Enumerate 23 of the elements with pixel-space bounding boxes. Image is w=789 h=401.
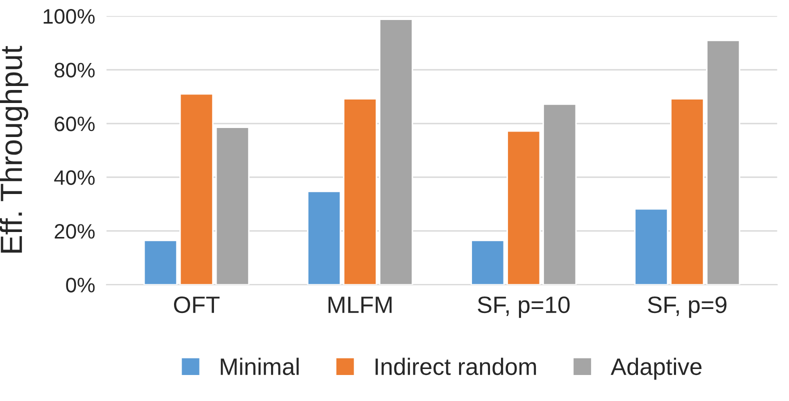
legend-label: Minimal [220,358,299,376]
y-tick-label: 60% [54,116,95,132]
bar [343,98,378,285]
bar [506,130,541,285]
y-tick-label: 20% [54,224,95,239]
y-tick-label: 40% [54,170,95,185]
x-tick-label: SF, p=10 [478,296,570,318]
bar [307,190,342,285]
bar [378,18,414,285]
x-tick-label: OFT [174,296,220,314]
bar [143,240,178,285]
y-tick-label: 100% [44,9,95,24]
x-tick-label: MLFM [328,296,392,313]
x-tick-label: SF, p=9 [648,296,726,318]
bar [179,93,214,285]
y-tick-label: 80% [54,62,95,78]
y-tick-label: 0% [66,278,95,292]
legend-label: Adaptive [610,358,702,380]
y-axis-title: Eff. Throughput [0,46,28,253]
bar [542,103,577,285]
legend-label: Indirect random [376,358,536,376]
bar [470,240,505,285]
bar [215,126,250,285]
